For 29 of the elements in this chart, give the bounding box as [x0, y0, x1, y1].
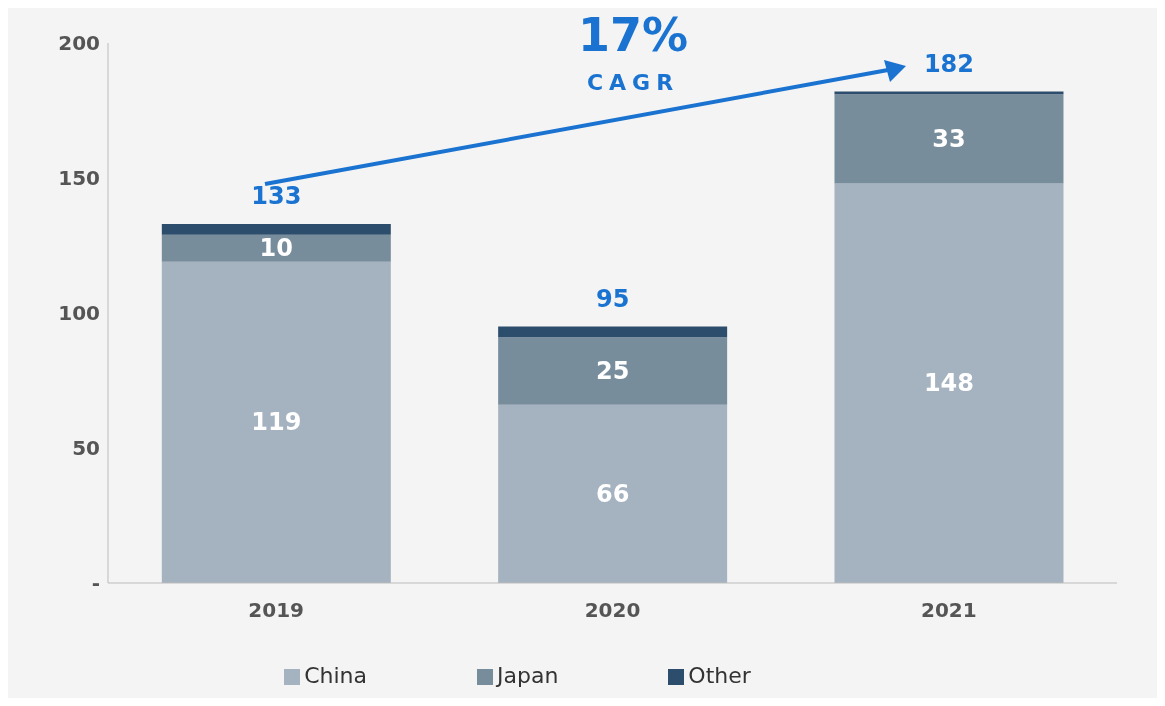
x-tick-label: 2019: [248, 598, 304, 623]
bar: [161, 234, 391, 262]
data-label: 33: [932, 124, 966, 153]
data-label: 25: [595, 357, 630, 386]
annotation: 17%: [576, 8, 690, 62]
total-label: 133: [251, 181, 302, 210]
legend-label: Japan: [497, 663, 559, 688]
data-label: 10: [259, 234, 294, 263]
data-label: 148: [923, 369, 975, 398]
legend-label: Other: [688, 663, 751, 688]
bar: [498, 326, 728, 338]
bar: [498, 337, 728, 405]
data-label: 66: [595, 479, 630, 508]
x-tick-label: 2020: [584, 598, 641, 623]
total-label: 95: [595, 284, 630, 313]
bar: [498, 404, 728, 583]
bar: [161, 261, 391, 583]
y-tick-label: -: [91, 571, 100, 596]
legend-label: China: [304, 663, 367, 688]
data-label: 119: [251, 408, 302, 437]
y-tick-label: 150: [58, 166, 100, 191]
y-tick-label: 200: [58, 31, 100, 56]
bar: [834, 183, 1064, 583]
annotation: CAGR: [585, 70, 681, 95]
total-label: 182: [923, 49, 975, 78]
x-tick-label: 2021: [921, 598, 977, 623]
bar: [161, 223, 391, 235]
y-tick-label: 100: [58, 301, 100, 326]
y-tick-label: 50: [72, 436, 100, 461]
